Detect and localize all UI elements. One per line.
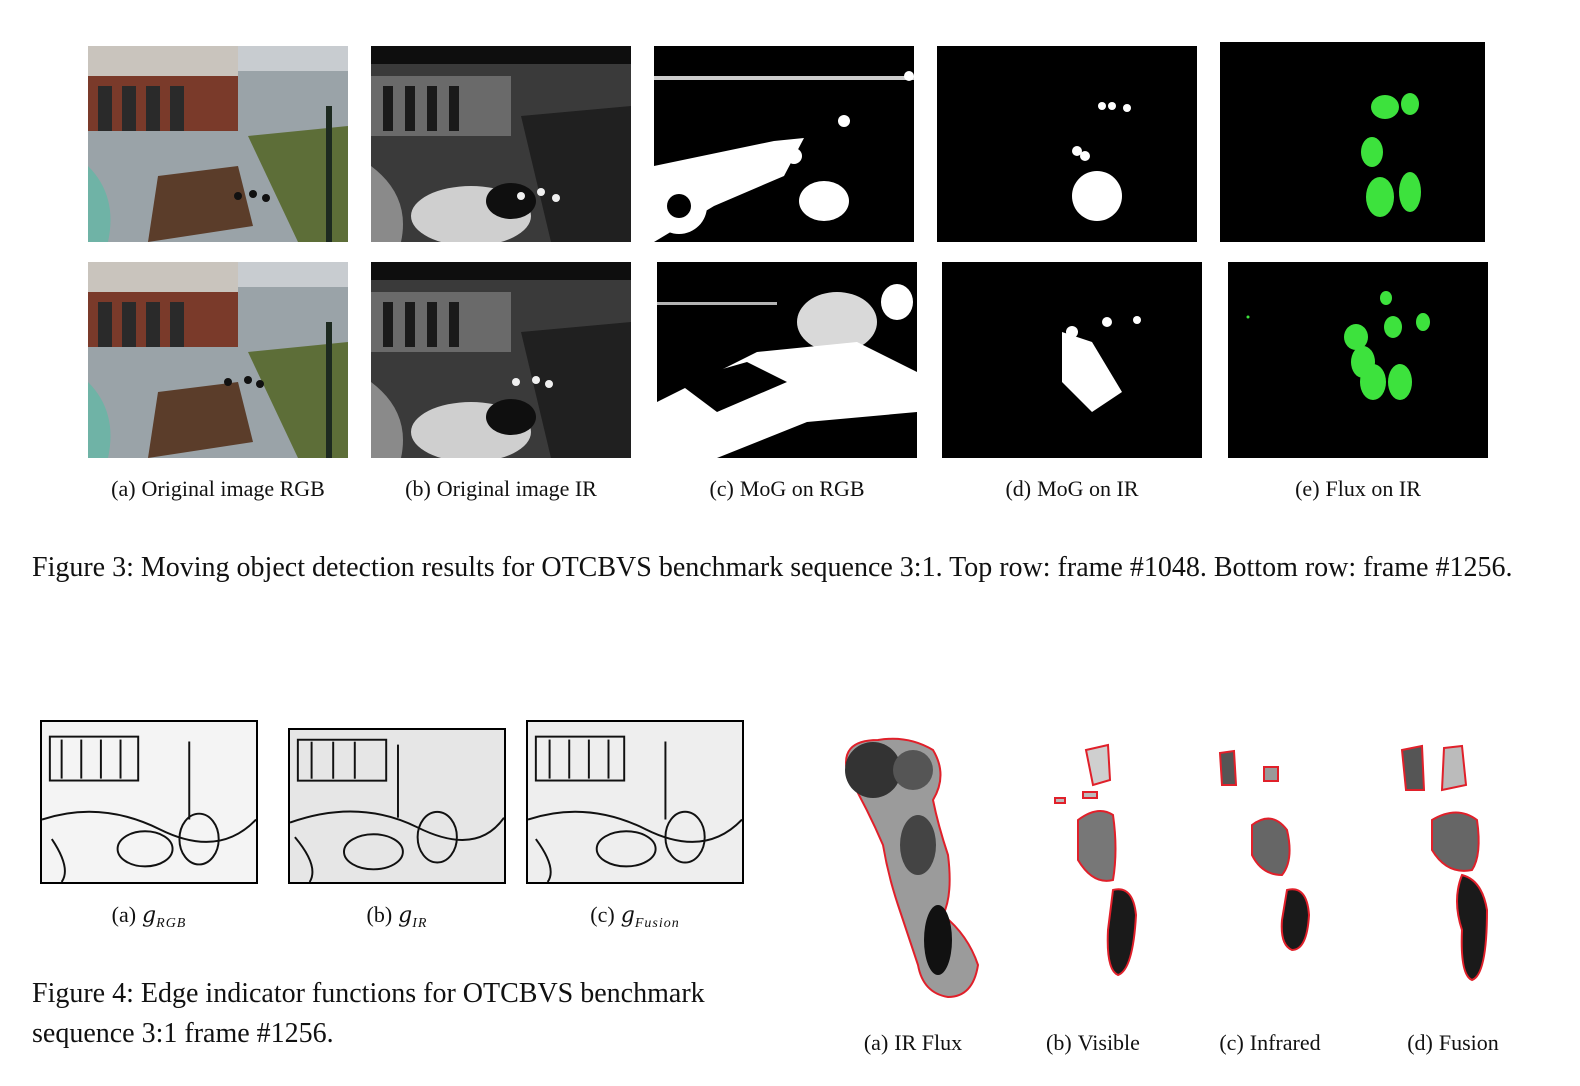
edge-indicator-ir bbox=[288, 728, 506, 884]
subcaption-g-fusion: (c) gFusion bbox=[590, 902, 680, 931]
subcaption-original-rgb: (a) Original image RGB bbox=[111, 476, 325, 501]
mog-ir-mask-frame-1256 bbox=[942, 262, 1202, 458]
ir-image-frame-1048 bbox=[371, 46, 631, 242]
subcaption-mog-ir: (d) MoG on IR bbox=[1005, 476, 1139, 501]
subcaption-original-ir: (b) Original image IR bbox=[405, 476, 597, 501]
flux-ir-mask-frame-1048 bbox=[1220, 42, 1485, 242]
edge-indicator-rgb bbox=[40, 720, 258, 884]
subcaption-mog-rgb: (c) MoG on RGB bbox=[709, 476, 865, 501]
ir-image-frame-1256 bbox=[371, 262, 631, 458]
figure-4-caption: Figure 4: Edge indicator functions for O… bbox=[32, 978, 705, 1049]
segmentation-infrared bbox=[1212, 745, 1327, 955]
subcaption-infrared: (c) Infrared bbox=[1219, 1030, 1321, 1055]
figure-3-caption: Figure 3: Moving object detection result… bbox=[32, 552, 1513, 583]
subcaption-visible: (b) Visible bbox=[1046, 1030, 1140, 1055]
subcaption-g-ir: (b) gIR bbox=[366, 902, 428, 931]
rgb-image-frame-1048 bbox=[88, 46, 348, 242]
subcaption-flux-ir: (e) Flux on IR bbox=[1295, 476, 1421, 501]
mog-rgb-mask-frame-1048 bbox=[654, 46, 914, 242]
segmentation-visible bbox=[1048, 740, 1148, 980]
subcaption-fusion: (d) Fusion bbox=[1407, 1030, 1499, 1055]
flux-ir-mask-frame-1256 bbox=[1228, 262, 1488, 458]
mog-ir-mask-frame-1048 bbox=[937, 46, 1197, 242]
rgb-image-frame-1256 bbox=[88, 262, 348, 458]
segmentation-fusion bbox=[1392, 740, 1512, 990]
subcaption-g-rgb: (a) gRGB bbox=[111, 902, 187, 931]
segmentation-ir-flux bbox=[838, 735, 988, 1000]
mog-rgb-mask-frame-1256 bbox=[657, 262, 917, 458]
edge-indicator-fusion bbox=[526, 720, 744, 884]
subcaption-ir-flux: (a) IR Flux bbox=[863, 1030, 963, 1055]
